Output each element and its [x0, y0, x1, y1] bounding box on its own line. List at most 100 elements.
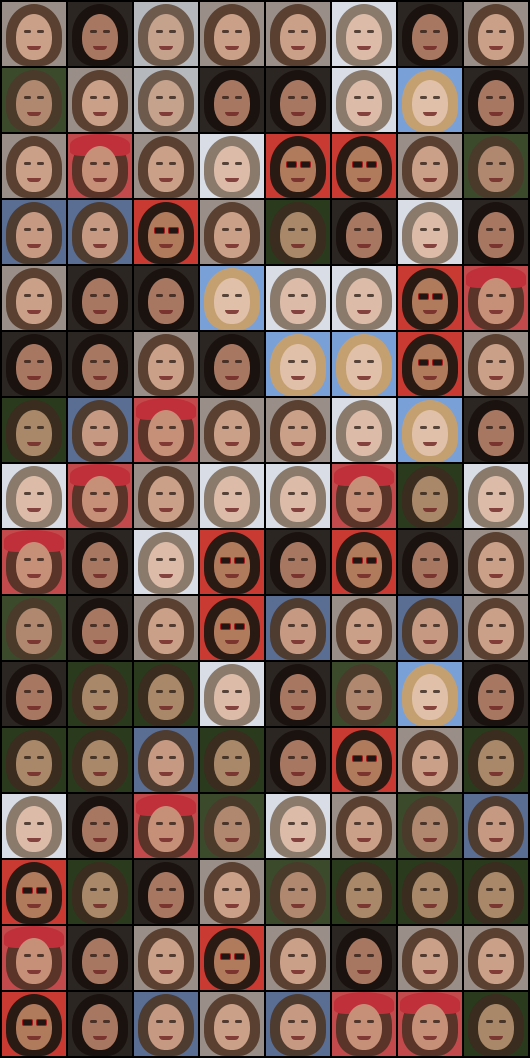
face-eye — [90, 558, 97, 561]
face-hat — [334, 992, 394, 1014]
face-skin — [82, 938, 118, 984]
face-tile — [68, 596, 132, 660]
face-tile — [332, 134, 396, 198]
face-skin — [82, 872, 118, 918]
face-tile — [398, 398, 462, 462]
face-eye — [234, 953, 245, 960]
face-eye — [486, 96, 493, 99]
face-mouth — [291, 442, 305, 446]
face-mouth — [27, 508, 41, 512]
face-eye — [367, 30, 374, 33]
face-skin — [214, 80, 250, 126]
face-mouth — [225, 178, 239, 182]
face-skin — [214, 212, 250, 258]
face-mouth — [159, 904, 173, 908]
face-eye — [367, 96, 374, 99]
face-eye — [90, 888, 97, 891]
face-mouth — [159, 178, 173, 182]
face-eye — [103, 294, 110, 297]
face-eye — [235, 96, 242, 99]
face-eye — [24, 30, 31, 33]
face-mouth — [291, 244, 305, 248]
face-eye — [433, 822, 440, 825]
face-skin — [16, 410, 52, 456]
face-eye — [169, 492, 176, 495]
face-eye — [486, 954, 493, 957]
face-skin — [148, 344, 184, 390]
face-tile — [134, 266, 198, 330]
face-eye — [352, 557, 363, 564]
face-skin — [280, 14, 316, 60]
face-tile — [332, 266, 396, 330]
face-eye — [37, 96, 44, 99]
face-eye — [499, 162, 506, 165]
face-mouth — [225, 904, 239, 908]
face-eye — [301, 96, 308, 99]
face-tile — [398, 794, 462, 858]
face-eye — [220, 557, 231, 564]
face-eye — [367, 426, 374, 429]
face-mouth — [225, 112, 239, 116]
face-mouth — [291, 310, 305, 314]
face-mouth — [93, 970, 107, 974]
face-eye — [301, 822, 308, 825]
face-eye — [169, 360, 176, 363]
face-eye — [366, 557, 377, 564]
face-tile — [398, 596, 462, 660]
face-eye — [36, 887, 47, 894]
face-skin — [148, 872, 184, 918]
face-eye — [420, 954, 427, 957]
face-eye — [169, 294, 176, 297]
face-skin — [280, 212, 316, 258]
face-eye — [235, 888, 242, 891]
face-eye — [156, 822, 163, 825]
face-eye — [90, 426, 97, 429]
face-eye — [24, 690, 31, 693]
face-eye — [222, 360, 229, 363]
face-skin — [82, 608, 118, 654]
face-skin — [478, 278, 514, 324]
face-skin — [478, 938, 514, 984]
face-tile — [464, 200, 528, 264]
face-mouth — [489, 376, 503, 380]
face-tile — [68, 530, 132, 594]
face-skin — [214, 278, 250, 324]
face-tile — [464, 464, 528, 528]
face-tile — [464, 68, 528, 132]
face-tile — [464, 530, 528, 594]
face-tile — [2, 992, 66, 1056]
face-mouth — [489, 508, 503, 512]
face-mouth — [93, 706, 107, 710]
face-mouth — [159, 376, 173, 380]
face-mouth — [489, 706, 503, 710]
face-eye — [354, 888, 361, 891]
face-eye — [420, 690, 427, 693]
face-tile — [134, 662, 198, 726]
face-tile — [398, 134, 462, 198]
face-skin — [280, 542, 316, 588]
face-eye — [24, 360, 31, 363]
face-tile — [266, 992, 330, 1056]
face-tile — [134, 860, 198, 924]
face-eye — [367, 690, 374, 693]
face-tile — [68, 332, 132, 396]
face-mouth — [489, 442, 503, 446]
face-tile — [134, 530, 198, 594]
face-eye — [367, 360, 374, 363]
face-mouth — [357, 838, 371, 842]
face-skin — [412, 80, 448, 126]
face-tile — [200, 266, 264, 330]
face-eye — [103, 690, 110, 693]
face-eye — [301, 360, 308, 363]
face-tile — [68, 992, 132, 1056]
face-mouth — [291, 112, 305, 116]
face-mouth — [423, 508, 437, 512]
face-hat — [4, 530, 64, 552]
face-hat — [400, 992, 460, 1014]
face-skin — [280, 740, 316, 786]
face-tile — [464, 134, 528, 198]
face-eye — [235, 756, 242, 759]
face-mouth — [93, 244, 107, 248]
face-skin — [412, 806, 448, 852]
face-eye — [169, 756, 176, 759]
